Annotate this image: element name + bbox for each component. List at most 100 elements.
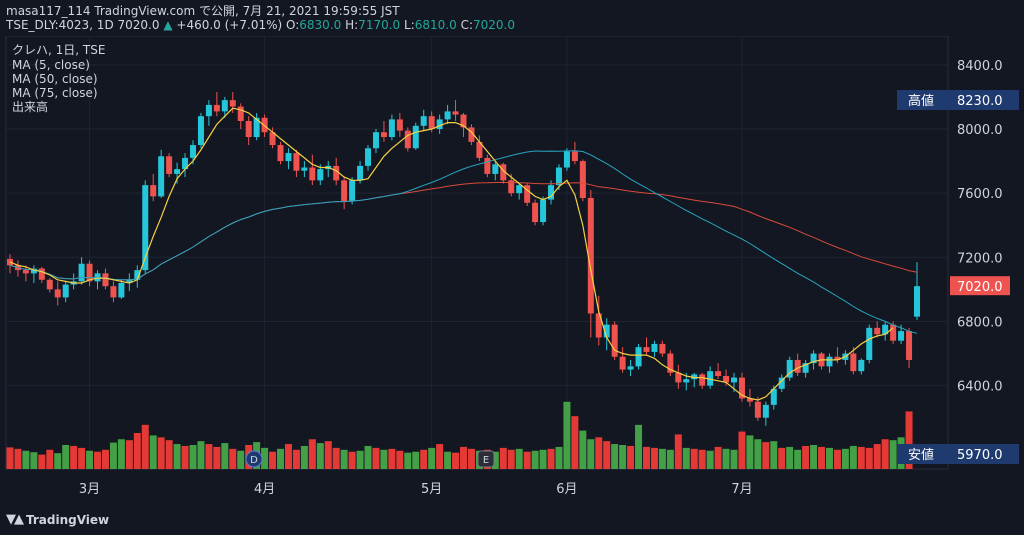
symbol-label: TSE_DLY:4023, 1D bbox=[6, 18, 114, 32]
candle-body bbox=[134, 270, 141, 280]
high-tag-label: 高値 bbox=[908, 93, 934, 109]
candle-body bbox=[301, 167, 308, 171]
legend-title: クレハ, 1日, TSE bbox=[12, 43, 105, 57]
candle-body bbox=[229, 100, 236, 107]
low-value: 6810.0 bbox=[414, 18, 457, 32]
candle-body bbox=[874, 327, 881, 335]
volume-bar bbox=[340, 449, 348, 469]
volume-bar bbox=[420, 449, 428, 469]
candle-body bbox=[603, 324, 610, 338]
candle-body bbox=[532, 202, 539, 223]
candle-body bbox=[126, 279, 133, 283]
volume-bar bbox=[316, 443, 324, 469]
volume-bar bbox=[810, 445, 818, 469]
publisher-name[interactable]: masa117_114 bbox=[6, 4, 91, 18]
candle-body bbox=[460, 114, 467, 128]
candle-body bbox=[38, 268, 45, 280]
volume-bar bbox=[133, 433, 141, 469]
volume-bar bbox=[94, 451, 102, 469]
candle-body bbox=[882, 324, 889, 335]
volume-bar bbox=[714, 446, 722, 469]
volume-bar bbox=[141, 424, 149, 469]
candle-body bbox=[484, 157, 491, 174]
candle-body bbox=[158, 156, 165, 197]
high-price-tag: 高値 8230.0 bbox=[897, 90, 1019, 110]
volume-bar bbox=[269, 451, 277, 469]
candle-body bbox=[78, 263, 85, 282]
publish-info: masa117_114 TradingView.com で公開, 7月 21, … bbox=[6, 2, 400, 19]
legend-ma50[interactable]: MA (50, close) bbox=[12, 72, 98, 86]
candle-body bbox=[309, 167, 316, 181]
candle-body bbox=[150, 185, 157, 197]
volume-bar bbox=[261, 447, 269, 469]
dividend-marker[interactable]: D bbox=[245, 450, 263, 468]
time-axis[interactable]: 3月 4月 5月 6月 7月 bbox=[79, 482, 753, 497]
candle-body bbox=[595, 313, 602, 338]
legend-ma75[interactable]: MA (75, close) bbox=[12, 86, 98, 100]
candle-body bbox=[110, 286, 117, 298]
candle-body bbox=[277, 145, 284, 162]
candle-body bbox=[890, 324, 897, 341]
volume-bar bbox=[189, 445, 197, 469]
candle-body bbox=[587, 197, 594, 314]
candle-body bbox=[508, 180, 515, 194]
candle-body bbox=[778, 377, 785, 389]
volume-bar bbox=[706, 450, 714, 469]
candle-body bbox=[500, 164, 507, 181]
volume-bar bbox=[666, 449, 674, 469]
dividend-marker-label: D bbox=[250, 455, 258, 466]
volume-bar bbox=[436, 444, 444, 469]
volume-bar bbox=[125, 440, 133, 469]
volume-bar bbox=[674, 434, 682, 469]
candle-body bbox=[810, 353, 817, 364]
earnings-marker[interactable]: E bbox=[477, 450, 495, 468]
volume-bar bbox=[22, 450, 30, 469]
candle-body bbox=[396, 119, 403, 131]
tradingview-logo[interactable]: ▼▲ TradingView bbox=[6, 512, 109, 527]
candle-body bbox=[54, 289, 61, 298]
candle-body bbox=[476, 141, 483, 158]
candle-body bbox=[365, 148, 372, 166]
candle-body bbox=[898, 331, 905, 341]
ma50-line bbox=[9, 150, 918, 334]
volume-bar bbox=[841, 448, 849, 469]
volume-bar bbox=[603, 441, 611, 469]
volume-bar bbox=[770, 441, 778, 469]
volume-bar bbox=[404, 452, 412, 469]
price-chart[interactable]: クレハ, 1日, TSE MA (5, close) MA (50, close… bbox=[0, 36, 1024, 506]
volume-bar bbox=[356, 450, 364, 469]
volume-bar bbox=[595, 437, 603, 469]
volume-bar bbox=[221, 443, 229, 469]
volume-bar bbox=[348, 451, 356, 469]
candle-body bbox=[237, 106, 244, 121]
volume-bars bbox=[6, 401, 913, 469]
volume-bar bbox=[786, 446, 794, 469]
volume-bar bbox=[46, 449, 54, 469]
moving-averages bbox=[9, 107, 918, 401]
price-axis[interactable]: 6400.0 6800.0 7200.0 7600.0 8000.0 8400.0 bbox=[957, 59, 1003, 395]
candle-body bbox=[731, 377, 738, 383]
candle-body bbox=[866, 327, 873, 360]
candle-body bbox=[412, 125, 419, 149]
candle-body bbox=[691, 374, 698, 380]
volume-bar bbox=[181, 445, 189, 469]
candle-body bbox=[142, 185, 149, 271]
candle-body bbox=[770, 388, 777, 405]
candle-body bbox=[754, 401, 761, 418]
legend-ma5[interactable]: MA (5, close) bbox=[12, 58, 90, 72]
candle-body bbox=[492, 164, 499, 174]
candle-body bbox=[746, 398, 753, 402]
legend-volume[interactable]: 出来高 bbox=[12, 99, 48, 114]
volume-bar bbox=[698, 449, 706, 469]
volume-bar bbox=[444, 451, 452, 469]
candle-body bbox=[715, 371, 722, 376]
volume-bar bbox=[292, 449, 300, 469]
volume-bar bbox=[778, 447, 786, 469]
candle-body bbox=[524, 185, 531, 203]
volume-bar bbox=[213, 446, 221, 469]
volume-bar bbox=[38, 454, 46, 469]
candle-body bbox=[635, 347, 642, 367]
volume-bar bbox=[802, 445, 810, 469]
candle-body bbox=[683, 379, 690, 383]
volume-bar bbox=[857, 446, 865, 469]
